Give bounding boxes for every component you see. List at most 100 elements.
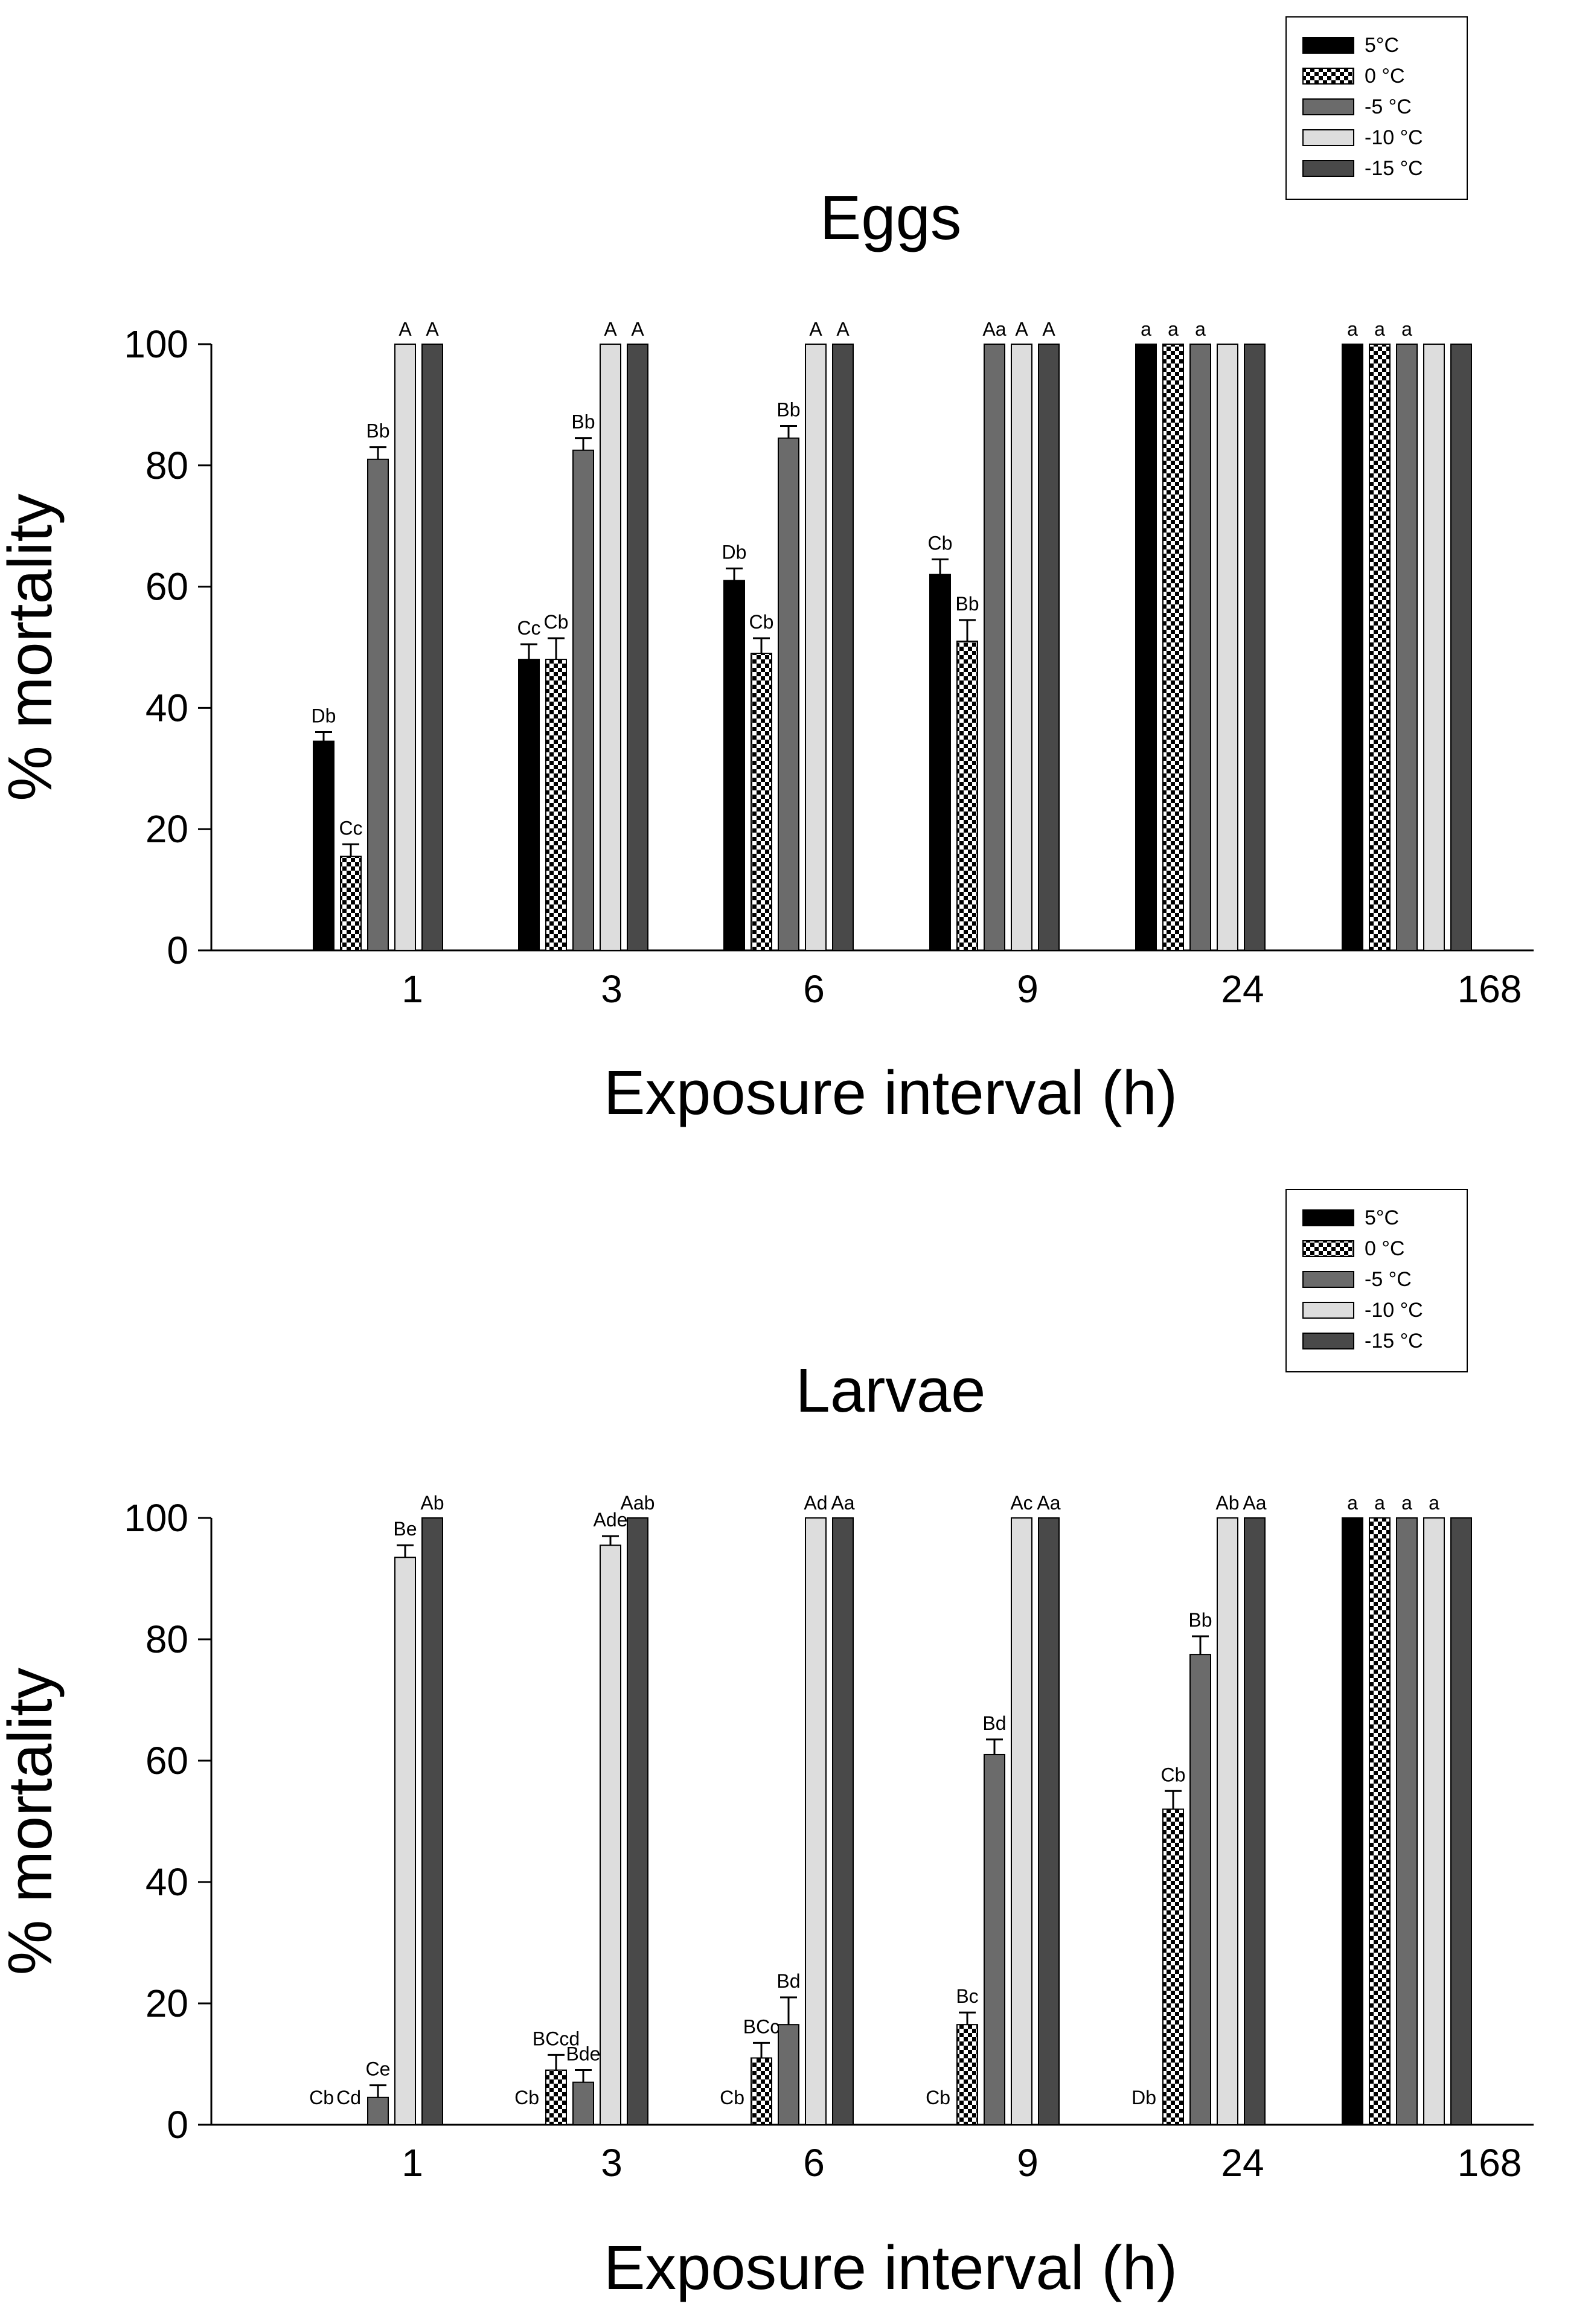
bar-letter-label: Ce: [366, 2058, 391, 2080]
bar-letter-label: Cc: [339, 817, 362, 839]
x-tick-label: 6: [803, 967, 825, 1011]
bar: [1038, 1517, 1060, 2125]
legend-label: 0 °C: [1365, 1237, 1405, 1260]
bar: [1369, 344, 1391, 951]
bar-letter-label: A: [631, 318, 644, 340]
x-tick-label: 24: [1221, 967, 1264, 1011]
bar: [518, 659, 540, 951]
bar-letter-label: Db: [312, 705, 336, 727]
x-tick-label: 9: [1017, 2141, 1039, 2185]
bar-letter-label: A: [809, 318, 822, 340]
x-tick-label: 168: [1458, 2141, 1522, 2185]
bar-letter-label: Db: [1131, 2087, 1156, 2108]
bar-letter-label: Aa: [1243, 1492, 1266, 1514]
legend-label: -10 °C: [1365, 126, 1423, 149]
bar-letter-label: A: [604, 318, 617, 340]
legend-label: 5°C: [1365, 1206, 1399, 1229]
bar-letter-label: Be: [393, 1518, 417, 1540]
bar: [1450, 344, 1472, 951]
bar-letter-label: a: [1429, 1492, 1439, 1514]
bar: [1162, 344, 1184, 951]
bar-letter-label: Cb: [514, 2087, 539, 2108]
bar: [367, 2096, 389, 2125]
bar: [1450, 1517, 1472, 2125]
y-tick-label: 20: [146, 1982, 188, 2025]
bar: [751, 653, 772, 952]
bar: [1423, 1517, 1445, 2125]
bar-letter-label: a: [1195, 318, 1206, 340]
bar-letter-label: Bb: [955, 593, 979, 615]
bar-letter-label: Bde: [566, 2043, 601, 2065]
bar: [956, 640, 978, 951]
bar-letter-label: Ab: [1215, 1492, 1239, 1514]
legend-label: -10 °C: [1365, 1299, 1423, 1322]
legend-swatch: [1302, 1240, 1354, 1257]
y-tick-label: 80: [146, 444, 188, 487]
bar-letter-label: Bd: [776, 1970, 800, 1992]
bar-letter-label: Cc: [517, 617, 540, 639]
bar-letter-label: Aab: [621, 1492, 655, 1514]
bar-letter-label: Cb: [720, 2087, 744, 2108]
bar-letter-label: A: [1015, 318, 1028, 340]
y-tick-label: 60: [146, 1739, 188, 1782]
bar: [627, 344, 648, 951]
bar-letter-label: Ad: [804, 1492, 827, 1514]
bar-letter-label: Bc: [956, 1985, 978, 2007]
bar-letter-label: a: [1347, 318, 1358, 340]
legend-label: -15 °C: [1365, 1330, 1423, 1352]
bar: [929, 574, 951, 951]
bar: [1396, 344, 1418, 951]
bar: [1396, 1517, 1418, 2125]
bar-letter-label: Bd: [982, 1712, 1006, 1734]
bar: [545, 2069, 567, 2126]
bar: [421, 1517, 443, 2125]
legend-label: 0 °C: [1365, 65, 1405, 88]
bar-letter-label: Cb: [928, 532, 953, 554]
bar-letter-label: a: [1347, 1492, 1358, 1514]
bar: [1244, 1517, 1266, 2125]
bar-letter-label: Ac: [1010, 1492, 1032, 1514]
bar: [805, 1517, 827, 2125]
bar: [421, 344, 443, 951]
bar-letter-label: Cb: [1161, 1764, 1186, 1785]
legend-swatch: [1302, 1302, 1354, 1319]
x-axis-label: Exposure interval (h): [604, 2233, 1177, 2302]
bar: [1038, 344, 1060, 951]
bar: [1189, 1654, 1211, 2125]
bar-letter-label: Ab: [420, 1492, 444, 1514]
bar-letter-label: a: [1141, 318, 1151, 340]
bar: [367, 458, 389, 951]
legend-swatch: [1302, 98, 1354, 115]
y-tick-label: 100: [124, 322, 188, 366]
bar: [1011, 344, 1032, 951]
bar: [1342, 1517, 1363, 2125]
bar-letter-label: Ade: [594, 1509, 628, 1531]
y-tick-label: 0: [167, 929, 188, 972]
x-tick-label: 3: [601, 967, 623, 1011]
chart-panel-larvae: Larvae 0 20 40 60 80 100 1 3 6 9 24 168 Exposure inte…: [0, 1189, 1534, 2302]
bar: [984, 1753, 1005, 2125]
bar: [1217, 344, 1238, 951]
bar: [1135, 344, 1157, 951]
legend-swatch: [1302, 1271, 1354, 1288]
legend-swatch: [1302, 160, 1354, 177]
x-tick-label: 1: [402, 2141, 423, 2185]
bar: [394, 344, 416, 951]
legend: 5°C 0 °C -5 °C -10 °C -15 °C: [1285, 16, 1468, 200]
bar: [1189, 344, 1211, 951]
bar-letter-label: A: [426, 318, 439, 340]
bar-letter-label: a: [1401, 1492, 1412, 1514]
x-tick-label: 6: [803, 2141, 825, 2185]
legend-label: 5°C: [1365, 34, 1399, 57]
x-axis-label: Exposure interval (h): [604, 1058, 1177, 1127]
bar: [1244, 344, 1266, 951]
x-tick-label: 3: [601, 2141, 623, 2185]
bar: [340, 856, 362, 951]
y-axis-label: % mortality: [0, 493, 65, 801]
bar: [984, 344, 1005, 951]
y-tick-label: 100: [124, 1496, 188, 1540]
bar: [751, 2057, 772, 2125]
bar-letter-label: A: [398, 318, 412, 340]
y-tick-label: 60: [146, 565, 188, 609]
